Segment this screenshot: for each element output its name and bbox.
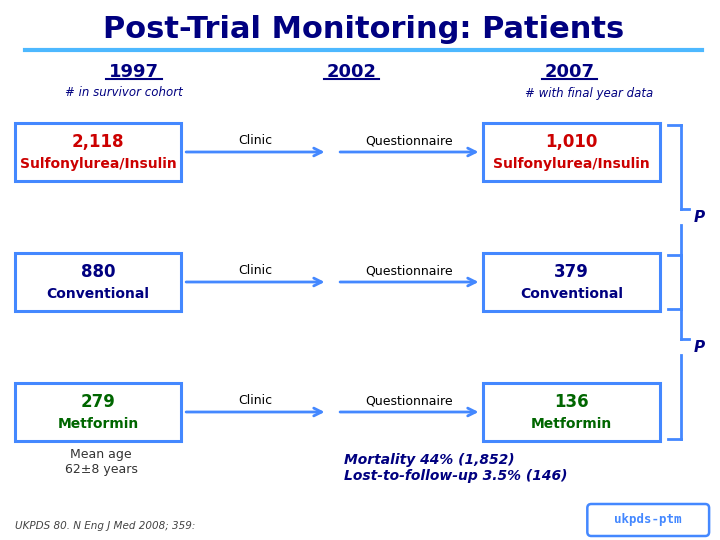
FancyBboxPatch shape <box>15 253 181 311</box>
Text: 2002: 2002 <box>327 63 377 81</box>
Text: Clinic: Clinic <box>238 134 272 147</box>
Text: Sulfonylurea/Insulin: Sulfonylurea/Insulin <box>19 157 176 171</box>
Text: Clinic: Clinic <box>238 395 272 408</box>
Text: Conventional: Conventional <box>47 287 150 301</box>
Text: Questionnaire: Questionnaire <box>366 265 453 278</box>
Text: Metformin: Metformin <box>531 417 612 431</box>
FancyBboxPatch shape <box>483 383 660 441</box>
FancyBboxPatch shape <box>588 504 709 536</box>
Text: P: P <box>693 340 704 354</box>
Text: 1,010: 1,010 <box>545 133 598 151</box>
Text: Conventional: Conventional <box>520 287 623 301</box>
Text: 136: 136 <box>554 393 589 411</box>
Text: # with final year data: # with final year data <box>525 86 654 99</box>
Text: 1997: 1997 <box>109 63 159 81</box>
Text: Sulfonylurea/Insulin: Sulfonylurea/Insulin <box>493 157 650 171</box>
FancyBboxPatch shape <box>483 253 660 311</box>
FancyBboxPatch shape <box>15 383 181 441</box>
Text: Questionnaire: Questionnaire <box>366 395 453 408</box>
Text: Questionnaire: Questionnaire <box>366 134 453 147</box>
Text: Metformin: Metformin <box>58 417 139 431</box>
Text: 2,118: 2,118 <box>72 133 125 151</box>
Text: ukpds-ptm: ukpds-ptm <box>614 514 682 526</box>
FancyBboxPatch shape <box>15 123 181 181</box>
FancyBboxPatch shape <box>483 123 660 181</box>
Text: Clinic: Clinic <box>238 265 272 278</box>
Text: UKPDS 80. N Eng J Med 2008; 359:: UKPDS 80. N Eng J Med 2008; 359: <box>15 521 195 531</box>
Text: Mortality 44% (1,852)
Lost-to-follow-up 3.5% (146): Mortality 44% (1,852) Lost-to-follow-up … <box>343 453 567 483</box>
Text: 379: 379 <box>554 263 589 281</box>
Text: Post-Trial Monitoring: Patients: Post-Trial Monitoring: Patients <box>103 16 624 44</box>
Text: 880: 880 <box>81 263 115 281</box>
Text: 279: 279 <box>81 393 116 411</box>
Text: Mean age
62±8 years: Mean age 62±8 years <box>65 448 138 476</box>
Text: # in survivor cohort: # in survivor cohort <box>65 86 183 99</box>
Text: 2007: 2007 <box>544 63 595 81</box>
Text: P: P <box>693 210 704 225</box>
